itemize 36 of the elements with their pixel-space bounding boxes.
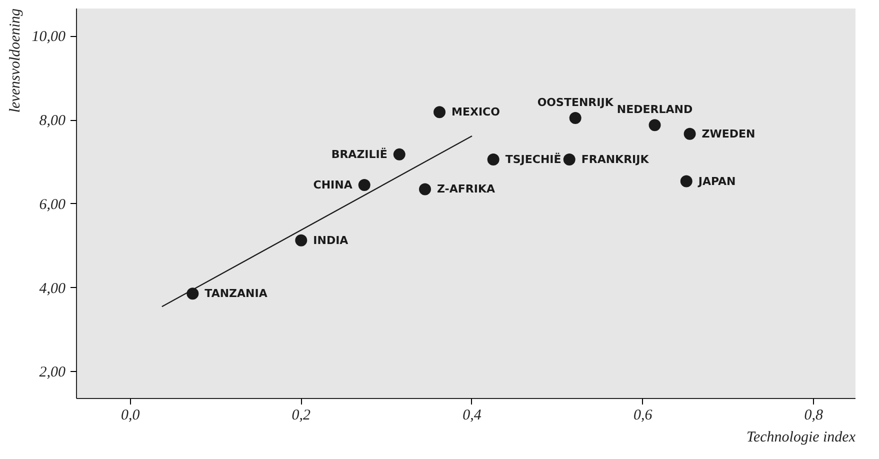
point (393, 148, 406, 160)
point (434, 106, 446, 118)
point (563, 153, 576, 166)
annotation: TANZANIA (204, 287, 268, 300)
point (569, 112, 582, 124)
point (680, 175, 692, 188)
annotation: BRAZILIË (331, 146, 388, 161)
point (358, 179, 370, 192)
point (648, 119, 661, 132)
annotation: INDIA (313, 234, 349, 247)
y-tick-label: 10,00 (32, 29, 66, 46)
annotation: TSJECHIË (505, 152, 562, 166)
x-tick-label: 0,0 (120, 408, 140, 424)
annotation: ZWEDEN (702, 127, 756, 140)
point (186, 288, 199, 300)
y-axis-title: levensvoldoening (8, 8, 24, 113)
point (487, 153, 500, 166)
annotation: JAPAN (697, 174, 736, 188)
annotation: MEXICO (452, 106, 500, 119)
annotation: NEDERLAND (616, 103, 693, 116)
y-tick-label: 8,00 (39, 113, 66, 130)
point (684, 128, 696, 140)
y-tick-label: 2,00 (39, 364, 66, 381)
x-axis-title: Technologie index (746, 430, 856, 446)
y-tick-label: 4,00 (39, 280, 66, 297)
point (295, 234, 308, 246)
annotation: Z-AFRIKA (437, 182, 496, 196)
x-tick-label: 0,6 (633, 408, 653, 424)
x-tick-label: 0,2 (292, 408, 312, 424)
y-tick-label: 6,00 (39, 196, 66, 213)
point (419, 183, 431, 196)
annotation: FRANKRIJK (581, 152, 650, 166)
annotation: CHINA (313, 178, 353, 192)
x-tick-label: 0,8 (804, 408, 824, 424)
annotation: OOSTENRIJK (537, 96, 614, 109)
x-tick-label: 0,4 (462, 408, 482, 424)
